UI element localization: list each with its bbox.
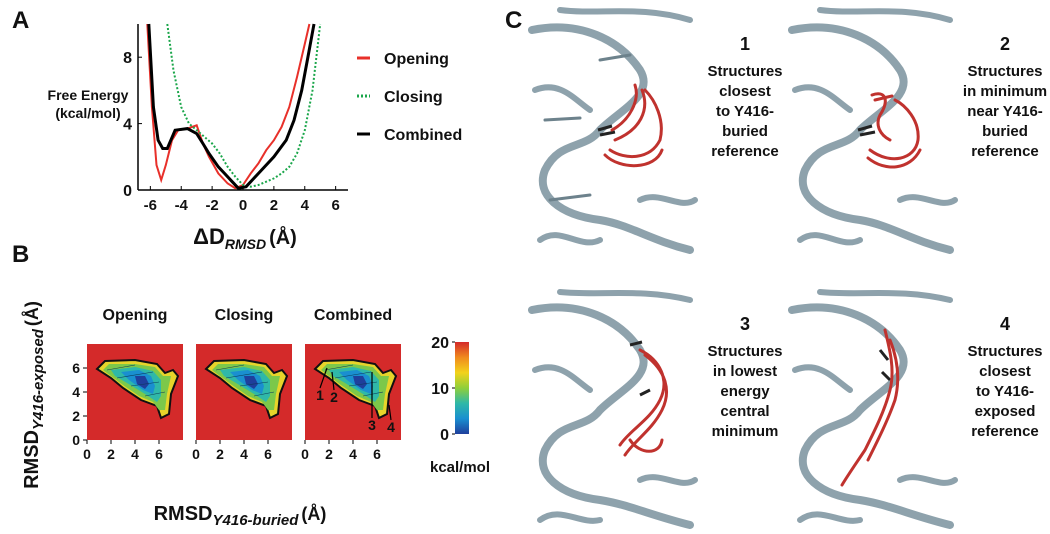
line-series xyxy=(166,23,322,188)
x-axis-label: ΔDRMSD (Å) xyxy=(193,224,297,252)
structure-number: 2 xyxy=(1000,34,1010,54)
legend-label: Opening xyxy=(384,51,449,68)
x-tick-label: 2 xyxy=(325,446,333,462)
structure-caption: buried xyxy=(982,123,1028,140)
structure-caption: reference xyxy=(971,423,1039,440)
structure-number: 1 xyxy=(740,34,750,54)
annotation: 1 xyxy=(316,387,324,403)
annotation: 4 xyxy=(387,419,395,435)
x-label-sub: Y416-buried xyxy=(213,512,300,529)
structure-caption: in minimum xyxy=(963,83,1047,100)
structure-caption: buried xyxy=(722,123,768,140)
structure-caption: Structures xyxy=(967,63,1042,80)
structure-caption: Structures xyxy=(707,343,782,360)
panel-label: A xyxy=(12,7,29,34)
annotation: 2 xyxy=(330,389,338,405)
colorbar-tick-label: 20 xyxy=(431,335,449,352)
y-tick-label: 0 xyxy=(72,432,80,448)
structure-caption: reference xyxy=(711,143,779,160)
x-label-main: RMSD xyxy=(154,503,213,525)
structure-image xyxy=(528,289,698,529)
structure-caption: to Y416- xyxy=(716,103,774,120)
x-tick-label: 4 xyxy=(131,446,139,462)
structure-caption: closest xyxy=(979,363,1031,380)
line-series xyxy=(147,23,316,190)
structure-caption: energy xyxy=(720,383,770,400)
y-axis-label: Free Energy xyxy=(48,87,129,103)
x-tick-label: -4 xyxy=(175,197,189,214)
y-tick-label: 0 xyxy=(123,183,132,200)
x-tick-label: 0 xyxy=(192,446,200,462)
x-tick-label: 2 xyxy=(216,446,224,462)
x-axis-label: RMSDY416-buried (Å) xyxy=(154,503,327,529)
x-label-unit: (Å) xyxy=(301,504,326,524)
y-label-sub: Y416-exposed xyxy=(30,328,47,430)
y-label-main: RMSD xyxy=(21,430,43,489)
x-tick-label: -2 xyxy=(205,197,218,214)
structure-caption: near Y416- xyxy=(967,103,1043,120)
x-tick-label: 4 xyxy=(301,197,310,214)
legend-label: Closing xyxy=(384,89,443,106)
x-tick-label: 2 xyxy=(107,446,115,462)
line-series xyxy=(146,23,311,190)
structure-caption: Structures xyxy=(967,343,1042,360)
x-label-main: ΔD xyxy=(193,224,225,249)
map-title: Opening xyxy=(103,307,168,324)
structure-caption: Structures xyxy=(707,63,782,80)
structure-images xyxy=(528,7,958,529)
map-title: Combined xyxy=(314,307,392,324)
y-tick-label: 8 xyxy=(123,50,132,67)
structure-image xyxy=(788,7,958,254)
y-axis-label: (kcal/mol) xyxy=(55,105,120,121)
x-tick-label: 0 xyxy=(301,446,309,462)
x-label-unit: (Å) xyxy=(269,225,297,249)
y-tick-label: 4 xyxy=(123,117,132,134)
y-tick-label: 4 xyxy=(72,384,80,400)
structure-caption: reference xyxy=(971,143,1039,160)
structure-image xyxy=(528,7,698,254)
annotation: 3 xyxy=(368,417,376,433)
structure-image xyxy=(788,289,958,529)
structure-caption: central xyxy=(720,403,769,420)
x-tick-label: 2 xyxy=(270,197,278,214)
annotation-line xyxy=(319,367,328,389)
colorbar-label: kcal/mol xyxy=(430,459,490,476)
x-tick-label: 4 xyxy=(349,446,357,462)
structure-caption: in lowest xyxy=(713,363,777,380)
annotation-line xyxy=(331,371,335,391)
x-tick-label: 6 xyxy=(373,446,381,462)
structure-caption: minimum xyxy=(712,423,779,440)
x-label-sub: RMSD xyxy=(225,236,266,252)
legend-label: Combined xyxy=(384,127,462,144)
y-axis-label: RMSDY416-exposed (Å) xyxy=(21,301,47,489)
annotation-line xyxy=(388,404,392,421)
map-title: Closing xyxy=(215,307,274,324)
structure-number: 4 xyxy=(1000,314,1010,334)
x-tick-label: 0 xyxy=(83,446,91,462)
colorbar xyxy=(455,342,469,434)
x-tick-label: -6 xyxy=(144,197,157,214)
panel-label: C xyxy=(505,7,522,34)
colorbar-tick-label: 10 xyxy=(431,381,449,398)
y-tick-label: 2 xyxy=(72,408,80,424)
y-label-unit: (Å) xyxy=(22,301,42,326)
panel-label: B xyxy=(12,241,29,268)
x-tick-label: 6 xyxy=(331,197,339,214)
structure-caption: to Y416- xyxy=(976,383,1034,400)
colorbar-tick-label: 0 xyxy=(440,427,449,444)
structure-caption: closest xyxy=(719,83,771,100)
x-tick-label: 4 xyxy=(240,446,248,462)
structure-number: 3 xyxy=(740,314,750,334)
structure-caption: exposed xyxy=(975,403,1036,420)
x-tick-label: 6 xyxy=(155,446,163,462)
y-tick-label: 6 xyxy=(72,360,80,376)
x-tick-label: 6 xyxy=(264,446,272,462)
x-tick-label: 0 xyxy=(239,197,247,214)
